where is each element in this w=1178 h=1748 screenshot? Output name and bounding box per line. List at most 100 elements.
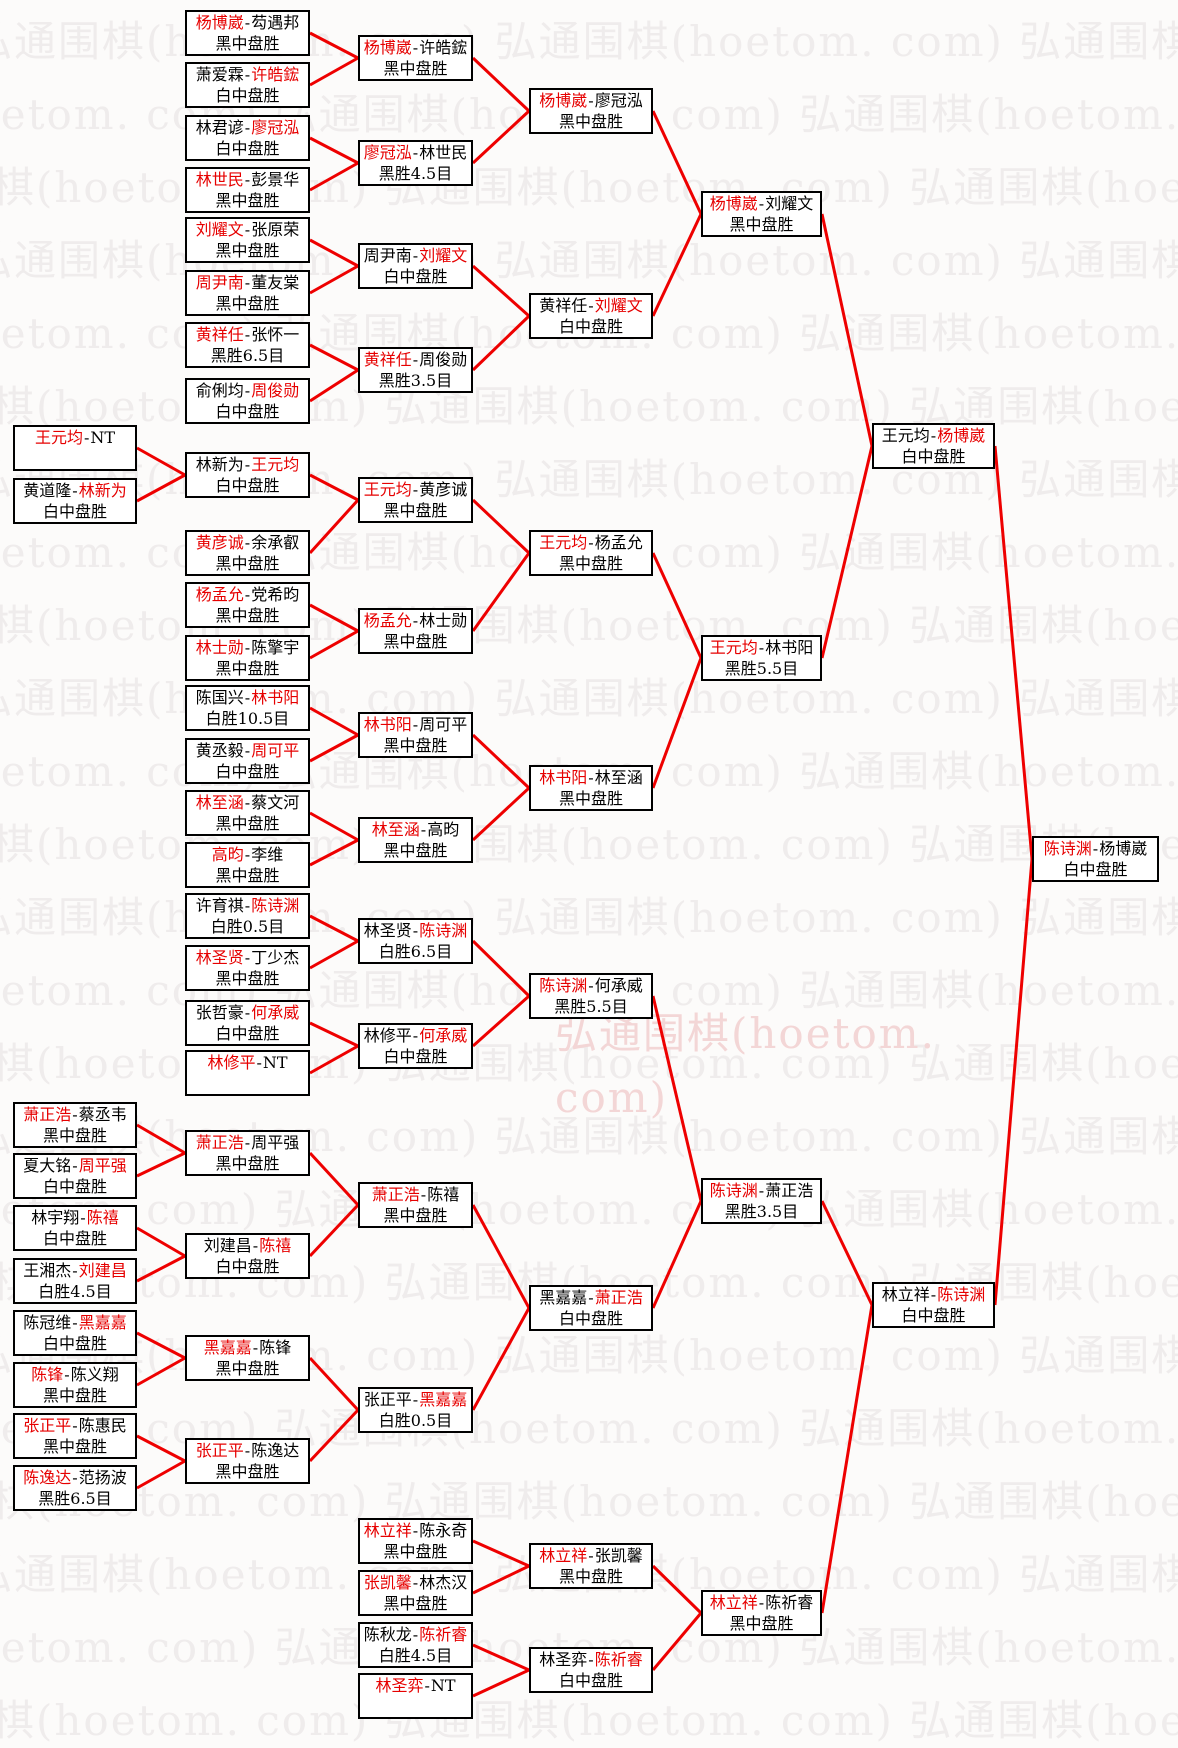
player-name: 黑嘉嘉 — [539, 1288, 588, 1307]
vs-dash: - — [588, 1546, 594, 1565]
player-name: 黄彦诚 — [195, 533, 244, 552]
player-name: 林圣弈 — [539, 1650, 588, 1669]
match-box-T28: 林圣弈-陈祈睿 白中盘胜 — [529, 1647, 653, 1693]
player-name: 周尹南 — [363, 246, 412, 265]
match-players: 林圣弈-NT — [360, 1675, 471, 1696]
match-players: 林书阳-周可平 — [360, 714, 471, 735]
player-name: 林世民 — [419, 143, 468, 162]
match-result: 白中盘胜 — [901, 1306, 966, 1325]
match-box-T14: 林书阳-林至涵 黑中盘胜 — [529, 765, 653, 811]
match-result: 白胜6.5目 — [378, 942, 453, 961]
match-players: 周尹南-董友棠 — [187, 272, 308, 293]
player-name: 黄祥任 — [539, 296, 588, 315]
vs-dash: - — [588, 91, 594, 110]
player-name: 林士勋 — [195, 638, 244, 657]
bracket-connector-line — [820, 1200, 874, 1306]
match-box-T5: 杨博崴-廖冠泓 黑中盘胜 — [529, 88, 653, 134]
match-players: 黑嘉嘉-萧正浩 — [531, 1287, 651, 1308]
player-name: 林杰汉 — [419, 1573, 468, 1592]
bracket-connector-line — [136, 1434, 186, 1463]
player-name: 何承威 — [594, 976, 643, 995]
match-players: 林书阳-林至涵 — [531, 767, 651, 788]
match-players: 俞俐均-周俊勋 — [187, 380, 308, 401]
vs-dash: - — [424, 1676, 430, 1695]
match-players: 张哲豪-何承威 — [187, 1002, 308, 1023]
player-name: 董友棠 — [251, 273, 300, 292]
match-box-T18: 陈诗渊-何承威 黑胜5.5目 — [529, 973, 653, 1019]
player-name: 陈祈睿 — [594, 1650, 643, 1669]
player-name: 陈祈睿 — [419, 1625, 468, 1644]
match-box-T25: 黑嘉嘉-萧正浩 白中盘胜 — [529, 1285, 653, 1331]
player-name: 林新为 — [78, 481, 127, 500]
bracket-connector-line — [309, 838, 359, 867]
vs-dash: - — [244, 585, 251, 604]
vs-dash: - — [420, 820, 427, 839]
player-name: 林圣贤 — [195, 948, 244, 967]
match-box-T1: 杨博崴-许皓鋐 黑中盘胜 — [358, 35, 473, 81]
bracket-connector-line — [471, 1307, 531, 1411]
vs-dash: - — [412, 1390, 419, 1409]
player-name: 林士勋 — [419, 611, 468, 630]
match-players: 陈诗渊-杨博崴 — [1034, 838, 1157, 859]
player-name: 刘耀文 — [195, 220, 244, 239]
player-name: 廖冠泓 — [363, 143, 412, 162]
match-box-T26: 陈诗渊-萧正浩 黑胜3.5目 — [701, 1178, 822, 1224]
match-result: 白胜4.5目 — [38, 1282, 112, 1301]
match-players: 林立祥-陈诗渊 — [874, 1284, 993, 1305]
vs-dash: - — [244, 273, 251, 292]
match-players: 陈秋龙-陈祈睿 — [360, 1624, 471, 1645]
match-box-M10: 黄道隆-林新为 白中盘胜 — [13, 478, 137, 524]
vs-dash: - — [72, 1261, 78, 1280]
match-box-M7: 黄祥任-张怀一 黑胜6.5目 — [185, 322, 310, 368]
vs-dash: - — [420, 1185, 427, 1204]
match-result: 白中盘胜 — [215, 86, 280, 105]
match-box-T31: 王元均-杨博崴 白中盘胜 — [872, 423, 995, 469]
match-box-T7: 杨博崴-刘耀文 黑中盘胜 — [701, 191, 822, 237]
match-result: 黑中盘胜 — [383, 501, 448, 520]
bracket-connector-line — [136, 1459, 186, 1490]
player-name: 陈诗渊 — [937, 1285, 986, 1304]
watermark-text-pink: com) — [555, 1073, 669, 1122]
player-name: 张凯馨 — [594, 1546, 643, 1565]
bracket-connector-line — [309, 603, 359, 633]
vs-dash: - — [588, 768, 594, 787]
player-name: 黑嘉嘉 — [78, 1313, 127, 1332]
bracket-connector-line — [651, 1564, 703, 1615]
vs-dash: - — [588, 1288, 594, 1307]
player-name: 黑嘉嘉 — [419, 1390, 468, 1409]
vs-dash: - — [244, 948, 251, 967]
bracket-connector-line — [136, 1254, 186, 1283]
player-name: 杨博崴 — [709, 194, 758, 213]
match-result: 黑中盘胜 — [215, 34, 280, 53]
match-result: 黑胜6.5目 — [210, 346, 285, 365]
match-result: 黑中盘胜 — [558, 112, 623, 131]
bracket-connector-line — [309, 238, 359, 268]
match-box-M19: 林圣贤-丁少杰 黑中盘胜 — [185, 945, 310, 991]
bracket-connector-line — [308, 1408, 360, 1463]
match-players: 林君谚-廖冠泓 — [187, 117, 308, 138]
match-players: 林圣贤-陈诗渊 — [360, 920, 471, 941]
vs-dash: - — [244, 1003, 251, 1022]
player-name: 王元均 — [363, 480, 412, 499]
vs-dash: - — [244, 381, 251, 400]
player-name: 陈诗渊 — [539, 976, 588, 995]
player-name: 黄祥任 — [363, 350, 412, 369]
player-name: 林君谚 — [195, 118, 244, 137]
bracket-connector-line — [309, 939, 359, 970]
match-box-M11: 黄彦诚-余承叡 黑中盘胜 — [185, 530, 310, 576]
vs-dash: - — [412, 1573, 419, 1592]
match-players: 陈国兴-林书阳 — [187, 687, 308, 708]
player-name: 林书阳 — [251, 688, 300, 707]
match-result: 黑中盘胜 — [42, 1386, 107, 1405]
vs-dash: - — [72, 1105, 78, 1124]
match-players: 林宇翔-陈禧 — [15, 1207, 135, 1228]
match-box-M29: 陈逸达-范扬波 黑胜6.5目 — [13, 1465, 137, 1511]
bracket-connector-line — [309, 1021, 359, 1048]
match-result: 黑中盘胜 — [215, 241, 280, 260]
bracket-connector-line — [651, 213, 703, 317]
match-result: 黑中盘胜 — [215, 814, 280, 833]
match-players: 陈锋-陈义翔 — [15, 1364, 135, 1385]
match-result: 白中盘胜 — [558, 1671, 623, 1690]
player-name: 杨博崴 — [1099, 839, 1148, 858]
match-players: 林士勋-陈擎宇 — [187, 637, 308, 658]
